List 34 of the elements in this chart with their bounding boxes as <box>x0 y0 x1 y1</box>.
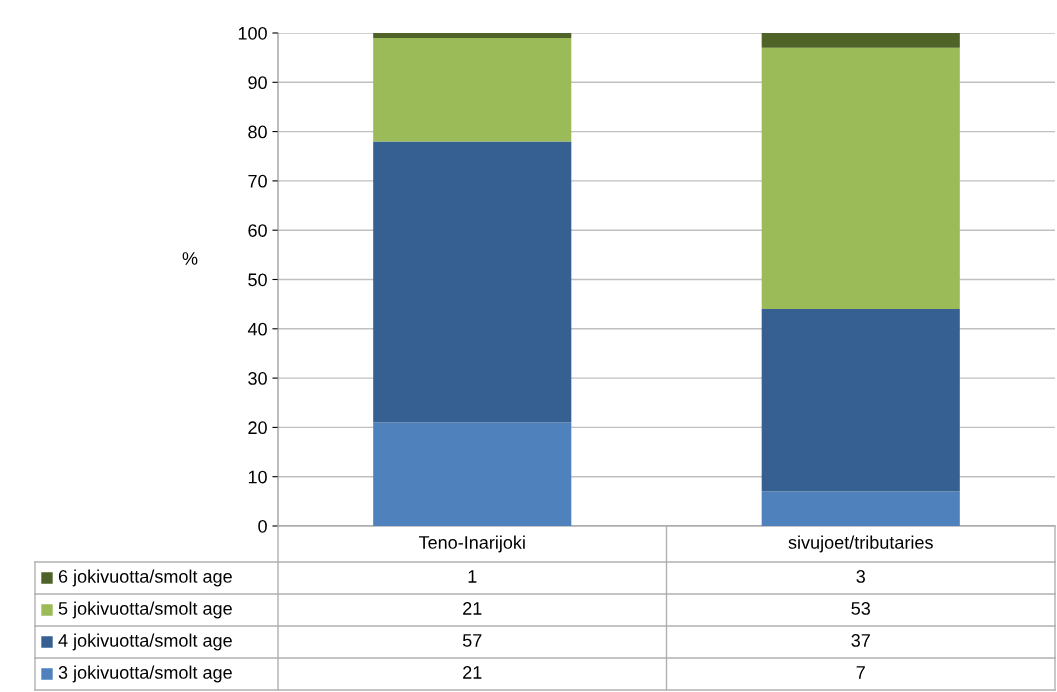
data-label: 21 <box>463 602 482 615</box>
legend-label: 4 jokivuotta/smolt age <box>58 633 232 651</box>
bar <box>761 47 960 310</box>
legend-label: 3 jokivuotta/smolt age <box>58 665 232 683</box>
data-label: 1 <box>468 570 477 583</box>
legend-label: 5 jokivuotta/smolt age <box>58 601 232 619</box>
bar <box>373 33 572 38</box>
y-tick-label: 0 <box>258 519 267 533</box>
bar <box>761 309 960 492</box>
y-tick-label: 80 <box>248 125 267 139</box>
data-label: 3 <box>856 570 865 583</box>
y-axis-title: % <box>182 252 198 265</box>
bar <box>761 33 960 48</box>
data-label: 21 <box>463 666 482 679</box>
legend-label: 6 jokivuotta/smolt age <box>58 569 232 587</box>
bar <box>761 491 960 526</box>
data-label: 37 <box>851 634 870 647</box>
data-label: 53 <box>851 602 870 615</box>
data-label: 57 <box>462 634 482 647</box>
bar <box>373 141 572 423</box>
y-tick-label: 50 <box>248 273 267 287</box>
y-tick-label: 40 <box>247 322 267 336</box>
bar <box>373 37 572 142</box>
y-tick-label: 70 <box>248 174 267 188</box>
y-tick-label: 60 <box>248 224 267 237</box>
y-tick-label: 100 <box>238 26 267 40</box>
y-tick-label: 90 <box>248 76 267 90</box>
data-label: 7 <box>856 666 865 679</box>
y-tick-label: 20 <box>248 421 267 435</box>
bar <box>373 422 572 526</box>
y-tick-label: 10 <box>248 470 267 484</box>
x-tick-label: sivujoet/tributaries <box>788 535 933 553</box>
y-tick-label: 30 <box>248 372 267 385</box>
x-tick-label: Teno-Inarijoki <box>418 535 525 553</box>
